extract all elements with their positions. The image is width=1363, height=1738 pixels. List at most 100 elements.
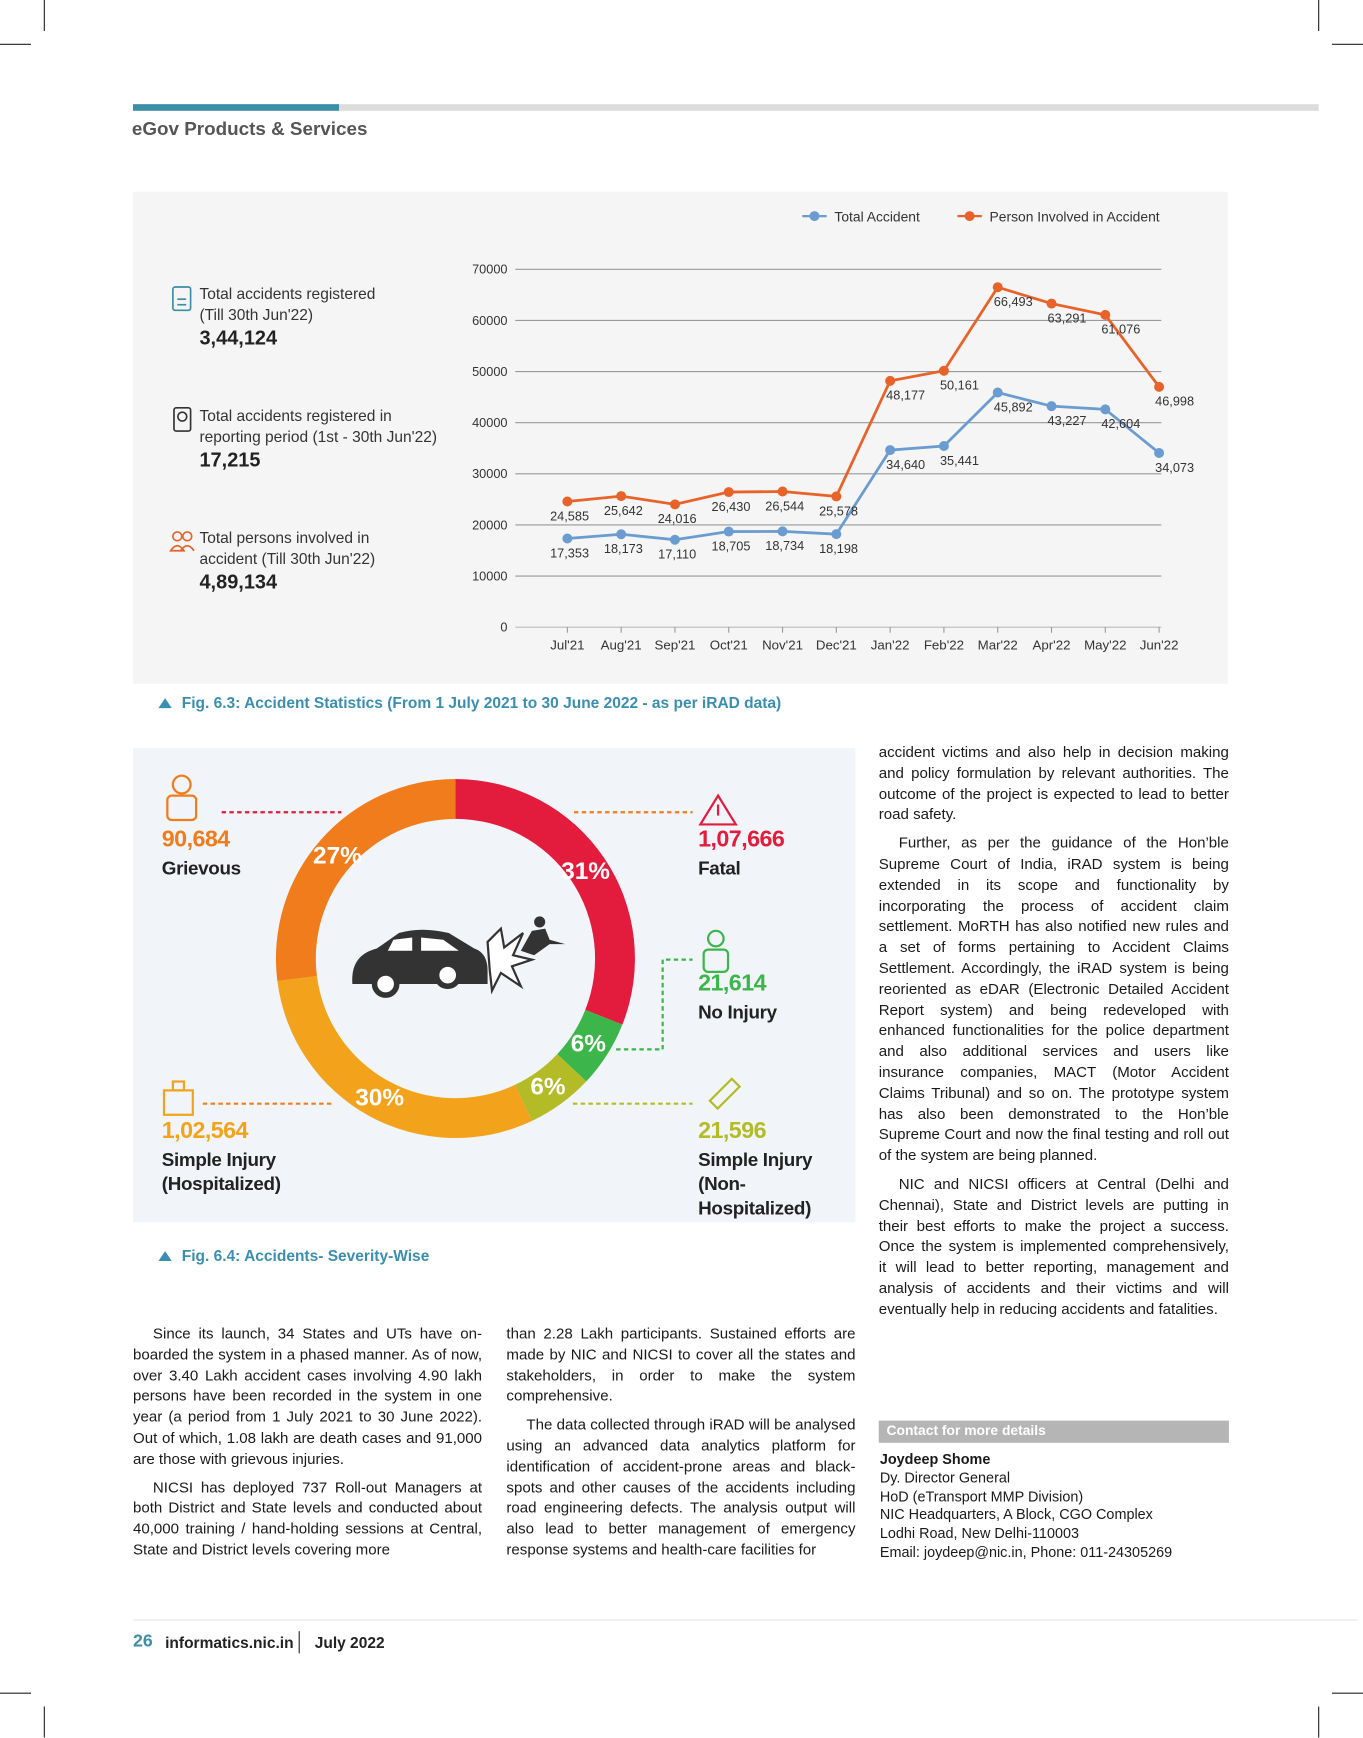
count-label: 21,596 [698, 1118, 766, 1144]
point [1100, 309, 1111, 320]
category-label: Grievous [161, 857, 241, 879]
point [831, 491, 842, 502]
data-label: 66,493 [994, 294, 1033, 309]
contact-line: Joydeep Shome [879, 1450, 991, 1468]
y-tick-label: 50000 [472, 364, 507, 379]
data-label: 42,604 [1101, 416, 1140, 431]
slice-label: 6% [530, 1074, 566, 1101]
y-tick-label: 60000 [472, 313, 507, 328]
data-label: 24,585 [550, 508, 589, 523]
point [885, 445, 896, 456]
contact-line: Lodhi Road, New Delhi-110003 [879, 1524, 1080, 1542]
slice-label: 6% [571, 1031, 607, 1058]
x-tick-label: Apr'22 [1033, 637, 1071, 652]
legend-swatch-dot [809, 211, 820, 222]
point [992, 387, 1003, 398]
data-label: 18,173 [604, 541, 643, 556]
line-chart: 0 10000 20000 30000 40000 50000 60000 70000 Jul'… [472, 209, 1194, 653]
icon-fatal [698, 793, 738, 826]
text-column: than 2.28 Lakh participants. Sustained e… [506, 1324, 855, 1569]
stat-label: Total accidents registered in reporting … [199, 406, 438, 445]
data-label: 50,161 [940, 378, 979, 393]
x-tick-label: Feb'22 [924, 637, 964, 652]
paragraph: NICSI has deployed 737 Roll-out Managers… [132, 1478, 483, 1558]
data-label: 17,110 [658, 547, 696, 562]
x-tick-label: Dec'21 [816, 637, 857, 652]
category-label: No Injury [698, 1001, 777, 1023]
point [938, 440, 949, 451]
count-label: 21,614 [698, 970, 766, 997]
contact-line: Dy. Director General [879, 1469, 1011, 1486]
data-label: 24,016 [658, 511, 697, 526]
point [616, 491, 627, 502]
car-icon [352, 916, 566, 998]
count-label: 1,07,666 [698, 826, 785, 853]
count-label: 1,02,564 [161, 1118, 249, 1144]
y-tick-label: 30000 [472, 466, 507, 481]
series-line [567, 391, 1160, 542]
contact: Joydeep Shome Dy. Director General HoD (… [880, 1451, 1172, 1563]
point [1100, 404, 1111, 415]
point [1154, 381, 1165, 392]
icon-grievous [166, 774, 198, 822]
point [777, 486, 788, 497]
point [1046, 298, 1057, 309]
slice-label: 27% [313, 842, 362, 869]
y-tick-label: 0 [500, 620, 507, 635]
point [562, 496, 573, 507]
stat-icon-persons [169, 531, 195, 552]
data-label: 17,353 [550, 545, 589, 560]
figure-caption: Fig. 6.4: Accidents- Severity-Wise [181, 1246, 430, 1265]
figure-caption: Fig. 6.3: Accident Statistics (From 1 Ju… [181, 693, 782, 712]
data-label: 45,892 [994, 399, 1033, 414]
data-label: 61,076 [1101, 322, 1140, 337]
point [885, 375, 896, 386]
point [669, 499, 680, 510]
stat-label: Total accidents registered (Till 30th Ju… [199, 284, 376, 324]
donut-slice [557, 1009, 623, 1082]
contact-heading: Contact for more details [886, 1422, 1046, 1439]
point [723, 487, 734, 498]
stat: Total persons involved in accident (Till… [199, 527, 465, 593]
data-label: 25,642 [604, 503, 643, 518]
point [777, 526, 788, 537]
slice-label: 30% [355, 1084, 404, 1111]
header-bar-rest [339, 104, 1319, 111]
donut-slice [455, 779, 635, 1025]
stat: Total accidents registered in reporting … [199, 406, 465, 472]
footer-site: informatics.nic.in [165, 1633, 294, 1652]
stat-value: 17,215 [199, 448, 261, 471]
category-label: Fatal [698, 857, 741, 879]
legend-swatch-dot [964, 211, 975, 222]
stat-value: 4,89,134 [199, 570, 278, 593]
data-label: 34,640 [886, 457, 925, 472]
icon-no-injury [702, 929, 730, 973]
x-tick-label: Nov'21 [762, 637, 803, 652]
x-tick-label: Jun'22 [1140, 637, 1179, 652]
paragraph: accident victims and also help in decisi… [878, 743, 1229, 823]
point [938, 365, 949, 376]
point [1046, 401, 1057, 412]
paragraph: Since its launch, 34 States and UTs have… [132, 1325, 483, 1467]
x-tick-label: May'22 [1084, 637, 1126, 652]
data-label: 48,177 [886, 388, 925, 403]
donut-slice [275, 779, 456, 982]
point [669, 534, 680, 545]
y-tick-label: 10000 [472, 569, 507, 584]
stat-label: Total persons involved in accident (Till… [199, 528, 376, 567]
paragraph: The data collected through iRAD will be … [506, 1416, 856, 1558]
icon-hospital [162, 1080, 194, 1116]
header-bar [132, 104, 340, 111]
series-line [567, 285, 1161, 506]
page-number: 26 [132, 1632, 153, 1652]
point [616, 529, 627, 540]
data-label: 25,578 [819, 503, 858, 518]
data-label: 18,198 [819, 541, 858, 556]
paragraph: than 2.28 Lakh participants. Sustained e… [506, 1325, 856, 1405]
x-tick-label: Mar'22 [978, 637, 1018, 652]
point [1154, 447, 1165, 458]
data-label: 46,998 [1155, 394, 1194, 409]
